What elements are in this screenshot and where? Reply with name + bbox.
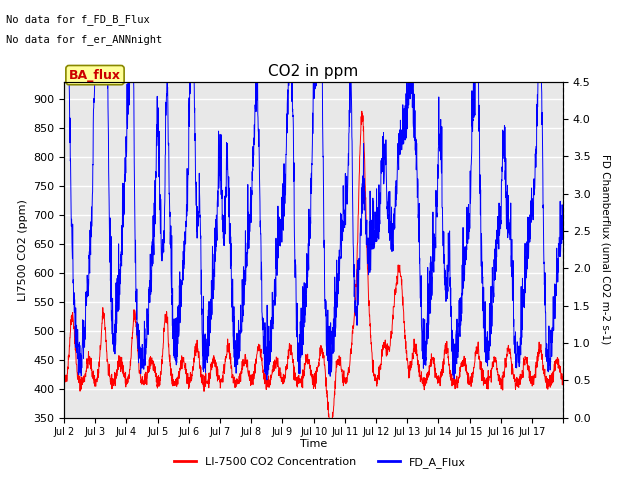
Text: No data for f_FD_B_Flux: No data for f_FD_B_Flux	[6, 14, 150, 25]
Title: CO2 in ppm: CO2 in ppm	[268, 64, 359, 79]
X-axis label: Time: Time	[300, 439, 327, 449]
Text: BA_flux: BA_flux	[69, 69, 121, 82]
Y-axis label: LI7500 CO2 (ppm): LI7500 CO2 (ppm)	[17, 199, 28, 300]
Legend: LI-7500 CO2 Concentration, FD_A_Flux: LI-7500 CO2 Concentration, FD_A_Flux	[169, 452, 471, 472]
Y-axis label: FD Chamberflux (umal CO2 m-2 s-1): FD Chamberflux (umal CO2 m-2 s-1)	[600, 155, 610, 345]
Text: No data for f_er_ANNnight: No data for f_er_ANNnight	[6, 34, 163, 45]
